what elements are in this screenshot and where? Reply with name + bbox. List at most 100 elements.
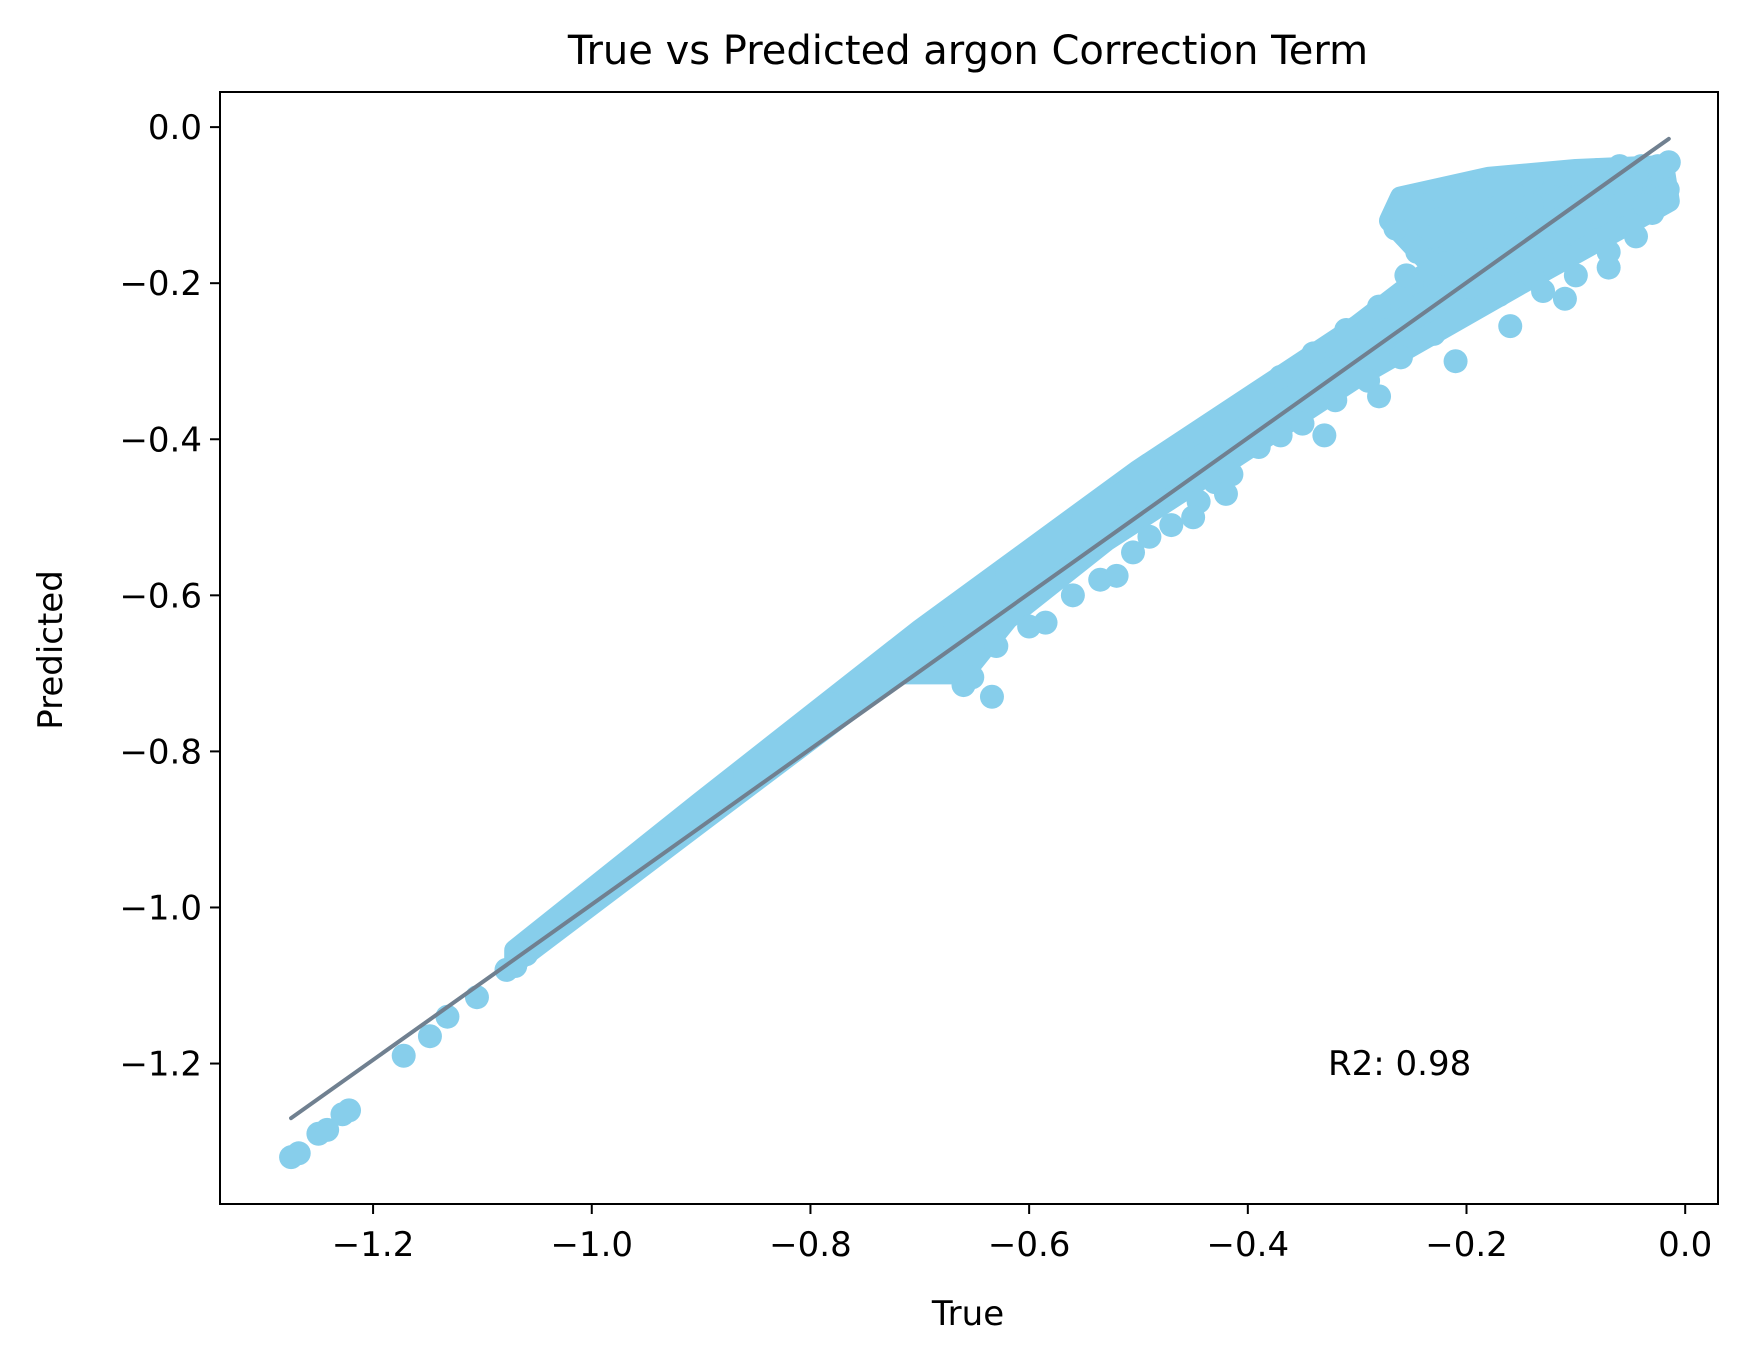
- scatter-point: [1323, 388, 1348, 413]
- scatter-point: [1552, 286, 1577, 311]
- x-tick-label: −0.2: [1425, 1225, 1508, 1265]
- scatter-point: [1632, 193, 1657, 218]
- scatter-point: [1367, 294, 1392, 319]
- scatter-point: [1531, 278, 1556, 303]
- scatter-point: [1552, 243, 1577, 268]
- scatter-point: [464, 985, 489, 1010]
- scatter-point: [1386, 197, 1411, 222]
- scatter-point: [391, 1043, 416, 1068]
- scatter-point: [907, 626, 932, 651]
- scatter-point: [315, 1117, 340, 1142]
- scatter-point: [1290, 411, 1315, 436]
- scatter-point: [1443, 349, 1468, 374]
- scatter-point: [1372, 318, 1397, 343]
- scatter-point: [1487, 282, 1512, 307]
- scatter-point: [1541, 161, 1566, 186]
- chart-title: True vs Predicted argon Correction Term: [567, 28, 1368, 74]
- scatter-point: [1656, 150, 1681, 175]
- axes-frame: [219, 91, 1719, 1205]
- scatter-point: [286, 1141, 311, 1166]
- scatter-point: [1219, 462, 1244, 487]
- scatter-point: [1071, 505, 1096, 530]
- scatter-point: [995, 559, 1020, 584]
- scatter-point: [1652, 185, 1677, 210]
- y-tick-label: 0.0: [148, 108, 202, 148]
- scatter-point: [1585, 158, 1610, 183]
- fit-line: [289, 136, 1671, 1121]
- scatter-point: [1268, 364, 1293, 389]
- scatter-point: [951, 591, 976, 616]
- scatter-point: [820, 692, 845, 717]
- scatter-point: [1104, 481, 1129, 506]
- scatter-point: [1432, 251, 1457, 276]
- scatter-point: [1623, 224, 1648, 249]
- scatter-point: [1121, 540, 1146, 565]
- scatter-point: [1454, 298, 1479, 323]
- scatter-point: [1235, 388, 1260, 413]
- scatter-point: [776, 727, 801, 752]
- scatter-point: [1301, 341, 1326, 366]
- x-tick-label: −1.0: [550, 1225, 633, 1265]
- scatter-point: [1104, 563, 1129, 588]
- scatter-point: [1421, 224, 1446, 249]
- scatter-point: [1509, 216, 1534, 241]
- scatter-point: [689, 797, 714, 822]
- scatter-point: [1421, 321, 1446, 346]
- x-axis-label: True: [931, 1294, 1004, 1334]
- scatter-point: [1498, 314, 1523, 339]
- scatter-point: [1388, 345, 1413, 370]
- scatter-point: [1618, 173, 1643, 198]
- scatter-point: [1181, 505, 1206, 530]
- y-tick-label: −0.4: [119, 420, 202, 460]
- scatter-point: [1454, 181, 1479, 206]
- x-axis-ticks: −1.2 −1.0 −0.8 −0.6 −0.4 −0.2 0.0: [332, 1204, 1712, 1265]
- scatter-point: [864, 657, 889, 682]
- scatter-point: [1432, 185, 1457, 210]
- scatter-point: [1607, 154, 1632, 179]
- x-tick-label: −0.4: [1207, 1225, 1290, 1265]
- x-tick-label: −0.8: [769, 1225, 852, 1265]
- scatter-point: [1246, 435, 1271, 460]
- scatter-point: [1312, 423, 1337, 448]
- scatter-point: [1060, 583, 1085, 608]
- scatter-point: [1394, 263, 1419, 288]
- scatter-point: [979, 684, 1004, 709]
- y-tick-label: −0.8: [119, 732, 202, 772]
- scatter-point: [1476, 173, 1501, 198]
- scatter-point: [1520, 193, 1545, 218]
- scatter-point: [1039, 528, 1064, 553]
- scatter-point: [1410, 193, 1435, 218]
- scatter-point: [1367, 384, 1392, 409]
- y-axis-label: Predicted: [31, 570, 71, 730]
- x-tick-label: 0.0: [1658, 1225, 1712, 1265]
- y-tick-label: −1.2: [119, 1045, 202, 1085]
- scatter-point: [984, 634, 1009, 659]
- scatter-point: [1476, 224, 1501, 249]
- scatter-point: [1552, 185, 1577, 210]
- scatter-point: [1203, 411, 1228, 436]
- scatter-point: [1607, 193, 1632, 218]
- scatter-point: [1574, 200, 1599, 225]
- x-tick-label: −1.2: [332, 1225, 415, 1265]
- scatter-point: [417, 1024, 442, 1049]
- r2-annotation: R2: 0.98: [1328, 1044, 1471, 1084]
- scatter-point: [1033, 610, 1058, 635]
- fit-line-group: [289, 136, 1671, 1121]
- scatter-point: [1137, 524, 1162, 549]
- scatter-point: [1454, 208, 1479, 233]
- scatter-point: [1383, 216, 1408, 241]
- scatter-points: [279, 150, 1681, 1170]
- scatter-point: [1498, 169, 1523, 194]
- scatter-point: [960, 665, 985, 690]
- scatter-point: [645, 833, 670, 858]
- y-tick-label: −0.6: [119, 576, 202, 616]
- y-axis-ticks: 0.0 −0.2 −0.4 −0.6 −0.8 −1.0 −1.2: [119, 108, 220, 1085]
- scatter-point: [1334, 318, 1359, 343]
- y-tick-label: −0.2: [119, 264, 202, 304]
- scatter-point: [1137, 458, 1162, 483]
- scatter-point: [732, 762, 757, 787]
- scatter-point: [579, 887, 604, 912]
- scatter-point: [1405, 239, 1430, 264]
